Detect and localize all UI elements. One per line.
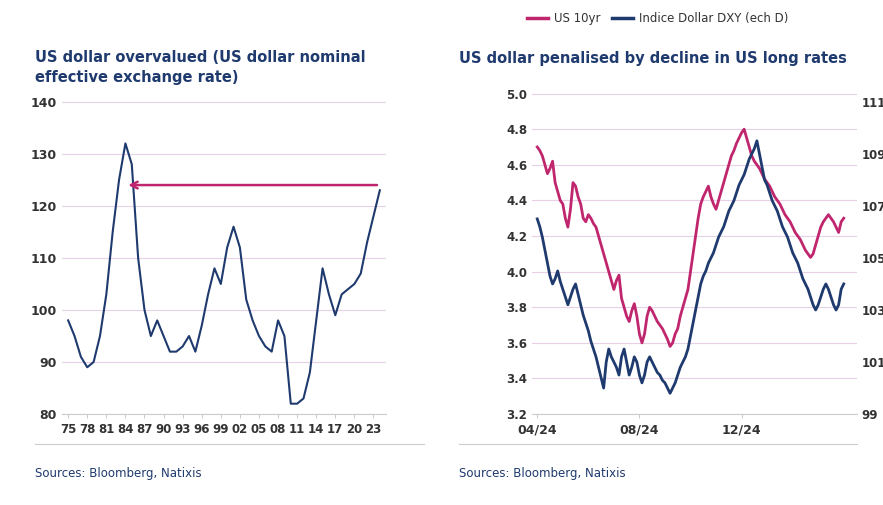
Text: Sources: Bloomberg, Natixis: Sources: Bloomberg, Natixis [35, 467, 202, 480]
Text: Sources: Bloomberg, Natixis: Sources: Bloomberg, Natixis [459, 467, 626, 480]
Text: US dollar overvalued (US dollar nominal
effective exchange rate): US dollar overvalued (US dollar nominal … [35, 50, 366, 85]
Legend: US 10yr, Indice Dollar DXY (ech D): US 10yr, Indice Dollar DXY (ech D) [522, 7, 793, 30]
Text: US dollar penalised by decline in US long rates: US dollar penalised by decline in US lon… [459, 50, 847, 66]
